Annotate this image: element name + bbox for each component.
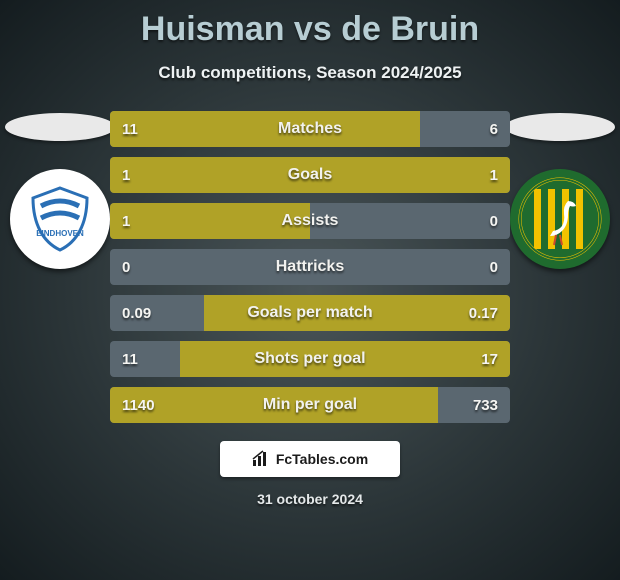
- player-right-slot: [500, 111, 620, 269]
- page-title: Huisman vs de Bruin: [0, 0, 620, 49]
- stat-row: Shots per goal1117: [110, 341, 510, 377]
- stat-row: Assists10: [110, 203, 510, 239]
- date-text: 31 october 2024: [0, 491, 620, 507]
- brand-text: FcTables.com: [276, 451, 368, 467]
- brand-pill[interactable]: FcTables.com: [220, 441, 400, 477]
- stat-row: Min per goal1140733: [110, 387, 510, 423]
- player-right-crest: [510, 169, 610, 269]
- player-left-crest: EINDHOVEN: [10, 169, 110, 269]
- comparison-stage: EINDHOVEN: [0, 111, 620, 423]
- player-left-slot: EINDHOVEN: [0, 111, 120, 269]
- stat-row: Hattricks00: [110, 249, 510, 285]
- player-left-oval: [5, 113, 115, 141]
- stat-bars: Matches116 Goals11 Assists10 Hattricks00 Goa…: [110, 111, 510, 423]
- eindhoven-crest-icon: EINDHOVEN: [25, 184, 95, 254]
- ado-crest-icon: [518, 177, 602, 261]
- stat-row: Goals per match0.090.17: [110, 295, 510, 331]
- subtitle: Club competitions, Season 2024/2025: [0, 63, 620, 83]
- player-right-oval: [505, 113, 615, 141]
- stat-row: Goals11: [110, 157, 510, 193]
- stat-row: Matches116: [110, 111, 510, 147]
- comparison-card: Huisman vs de Bruin Club competitions, S…: [0, 0, 620, 580]
- bar-chart-icon: [252, 450, 270, 468]
- svg-text:EINDHOVEN: EINDHOVEN: [36, 229, 84, 238]
